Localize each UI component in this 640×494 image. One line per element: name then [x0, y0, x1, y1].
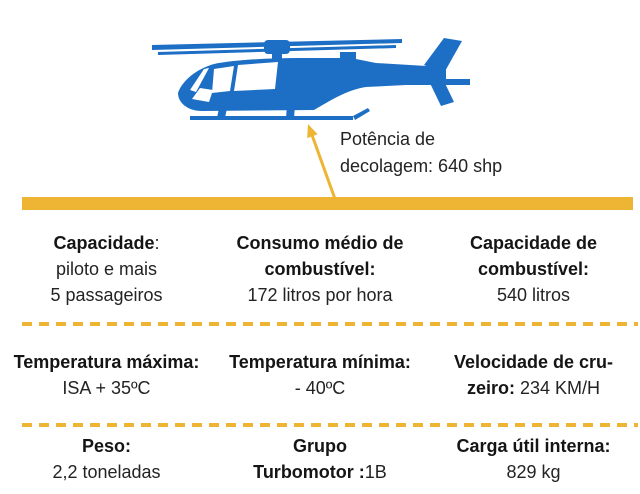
spec-cell: Capacidade de combustível: 540 litros [427, 230, 640, 308]
spec-cell: Temperatura mínima: - 40ºC [213, 349, 427, 401]
rotor-mast [272, 51, 282, 61]
helicopter-icon [152, 38, 470, 120]
landing-skid [190, 116, 353, 120]
spec-line: 172 litros por hora [247, 285, 393, 305]
spec-line: Capacidade de [469, 233, 598, 253]
callout-line-2: decolagem: 640 shp [340, 156, 503, 176]
spec-row-weight: Peso: 2,2 toneladas Grupo Turbomotor :1B Car… [0, 433, 640, 485]
skid-strut-rear [286, 93, 296, 118]
spec-line: Turbomotor :1B [253, 462, 387, 482]
spec-line: 829 kg [506, 462, 561, 482]
takeoff-power-callout: Potência de decolagem: 640 shp [340, 126, 502, 180]
lower-nose-window [192, 88, 213, 102]
spec-line: Carga útil interna: [456, 436, 611, 456]
spec-line: 540 litros [496, 285, 571, 305]
spec-cell: Grupo Turbomotor :1B [213, 433, 427, 485]
spec-cell: Velocidade de cru-zeiro: 234 KM/H [427, 349, 640, 401]
cabin-window-1 [212, 66, 234, 93]
spec-line: - 40ºC [294, 378, 346, 398]
divider-bar [22, 197, 633, 210]
cabin-window-2 [234, 62, 278, 91]
spec-row-temperature: Temperatura máxima: ISA + 35ºC Temperatura… [0, 349, 640, 401]
spec-line: Peso: [81, 436, 132, 456]
spec-cell: Capacidade: piloto e mais 5 passageiros [0, 230, 213, 308]
spec-line: Temperatura máxima: [13, 352, 200, 372]
spec-line: combustível: [264, 259, 376, 279]
callout-line-1: Potência de [340, 129, 436, 149]
spec-row-capacity: Capacidade: piloto e mais 5 passageiros Con… [0, 230, 640, 308]
spec-line: Consumo médio de [236, 233, 404, 253]
spec-line: Grupo [293, 436, 347, 456]
landing-skid-tip [353, 108, 370, 120]
spec-cell: Peso: 2,2 toneladas [0, 433, 213, 485]
dashed-divider-2 [22, 423, 638, 427]
spec-line: Capacidade: [53, 233, 160, 253]
spec-cell: Temperatura máxima: ISA + 35ºC [0, 349, 213, 401]
spec-line: Temperatura mínima: [229, 352, 411, 372]
spec-cell: Carga útil interna: 829 kg [427, 433, 640, 485]
spec-line: ISA + 35ºC [62, 378, 151, 398]
windshield-window [190, 68, 209, 92]
skid-strut-front [217, 93, 230, 118]
spec-line: 5 passageiros [50, 285, 163, 305]
rotor-hub [264, 40, 290, 54]
callout-arrow-icon [307, 124, 337, 200]
spec-line: 2,2 toneladas [52, 462, 161, 482]
spec-line: Velocidade de cru- [453, 352, 614, 372]
dashed-divider-1 [22, 322, 638, 326]
spec-cell: Consumo médio de combustível: 172 litros p… [213, 230, 427, 308]
spec-line: combustível: [477, 259, 590, 279]
spec-line: zeiro: 234 KM/H [466, 378, 601, 398]
tail-fin-upper [424, 38, 462, 73]
spec-line: piloto e mais [55, 259, 158, 279]
